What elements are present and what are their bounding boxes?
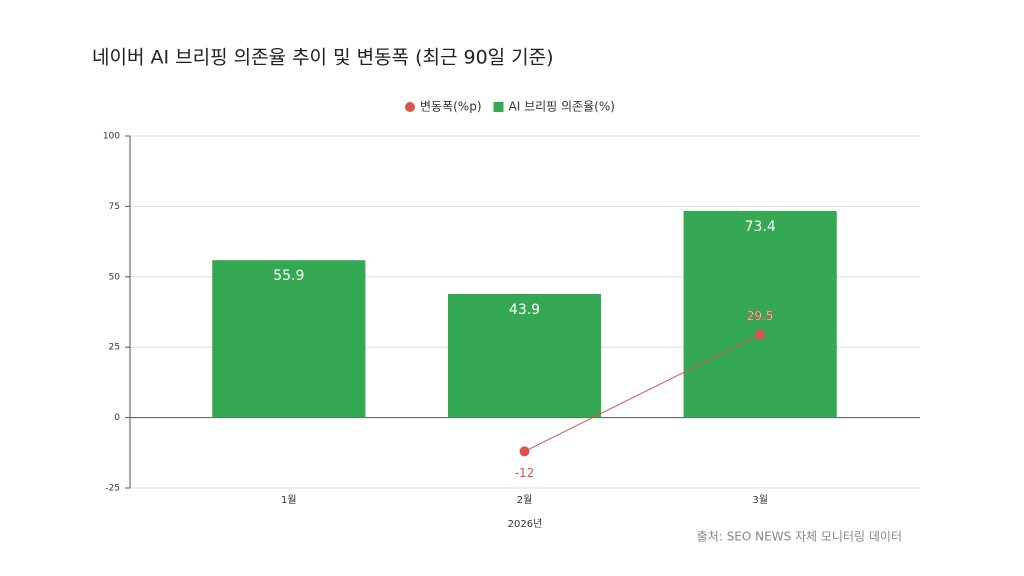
- x-tick-label: 3월: [752, 494, 768, 506]
- x-tick-label: 2월: [517, 494, 533, 506]
- line: [524, 334, 761, 452]
- data-label: 29.5: [747, 309, 774, 323]
- data-label: 73.4: [745, 219, 776, 235]
- data-label: -12: [515, 466, 535, 480]
- legend-label: 변동폭(%p): [420, 100, 482, 114]
- legend-marker: [493, 102, 504, 112]
- y-tick-label: 25: [109, 343, 120, 353]
- data-label: 43.9: [509, 302, 540, 318]
- y-tick-label: 100: [103, 132, 120, 142]
- y-tick-label: -25: [105, 484, 120, 494]
- data-label: 55.9: [273, 268, 304, 284]
- bar: [212, 260, 366, 418]
- legend-marker: [405, 102, 415, 112]
- bar: [447, 293, 602, 418]
- line-point: [755, 329, 766, 340]
- source-note: 출처: SEO NEWS 자체 모니터링 데이터: [697, 530, 902, 544]
- y-tick-label: 75: [109, 202, 120, 212]
- x-tick-label: 1월: [281, 494, 297, 506]
- chart-title: 네이버 AI 브리핑 의존율 추이 및 변동폭 (최근 90일 기준): [92, 47, 554, 69]
- y-tick-label: 50: [109, 272, 121, 282]
- legend-label: AI 브리핑 의존율(%): [509, 100, 615, 114]
- x-axis-label: 2026년: [508, 518, 543, 530]
- y-tick-label: 0: [114, 413, 120, 423]
- line-point: [519, 446, 530, 457]
- bar: [683, 210, 837, 418]
